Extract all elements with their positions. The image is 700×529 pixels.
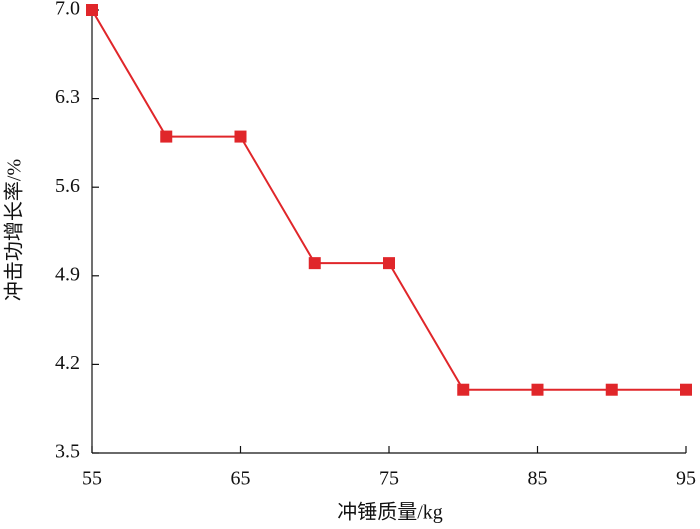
data-point bbox=[531, 383, 544, 396]
data-line bbox=[91, 9, 686, 391]
data-point bbox=[457, 383, 470, 396]
data-point bbox=[160, 130, 173, 143]
y-tick-label: 4.2 bbox=[55, 352, 80, 374]
x-tick-label: 75 bbox=[379, 468, 399, 490]
y-tick-label: 3.5 bbox=[55, 441, 80, 463]
data-point bbox=[605, 383, 618, 396]
x-tick-label: 85 bbox=[528, 468, 548, 490]
x-tick-label: 95 bbox=[676, 468, 696, 490]
data-point bbox=[86, 4, 98, 16]
x-tick-label: 55 bbox=[82, 468, 102, 490]
y-axis-label: 冲击功增长率/% bbox=[3, 159, 26, 301]
x-axis-label: 冲锤质量/kg bbox=[337, 501, 443, 524]
data-point bbox=[308, 257, 321, 270]
data-point bbox=[383, 257, 395, 270]
y-tick-label: 7.0 bbox=[55, 0, 80, 20]
y-tick-label: 4.9 bbox=[55, 263, 80, 285]
y-tick-label: 5.6 bbox=[55, 175, 80, 197]
y-tick-label: 6.3 bbox=[55, 86, 80, 108]
data-point bbox=[234, 130, 247, 143]
data-point bbox=[680, 383, 692, 396]
x-tick-label: 65 bbox=[231, 468, 251, 490]
